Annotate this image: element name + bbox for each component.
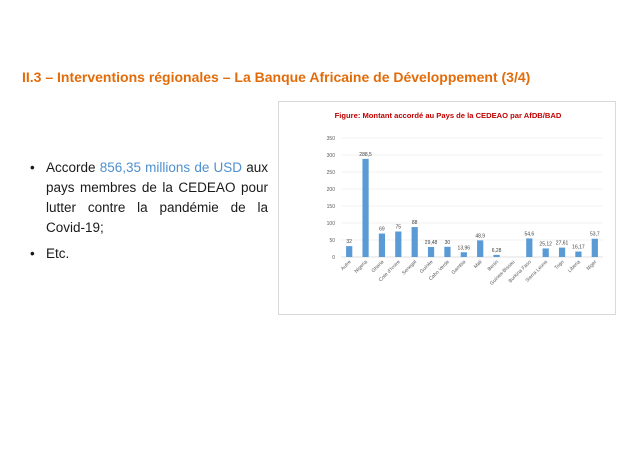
x-tick-label: Autre	[340, 259, 353, 272]
bullet-item-aid-amount: • Accorde 856,35 millions de USD aux pay…	[30, 158, 268, 238]
bar	[362, 158, 369, 257]
bar	[558, 247, 566, 257]
x-tick-label: Gambia	[451, 259, 468, 276]
bar	[542, 248, 549, 257]
bar-chart: Figure: Montant accordé au Pays de la CE…	[327, 111, 603, 287]
bullet-dot: •	[30, 246, 35, 261]
x-tick-label: Niger	[586, 259, 599, 272]
bar	[346, 246, 353, 257]
x-tick-label: Ghana	[370, 259, 385, 274]
bar	[427, 246, 435, 257]
x-tick-label: Togo	[554, 259, 566, 271]
bar	[411, 227, 418, 257]
bullet-text-suffix: aux pays membres de la CEDEAO pour lutte…	[46, 160, 268, 235]
bullet-item-etc: • Etc.	[30, 244, 268, 264]
data-label: 48,9	[475, 233, 485, 239]
bar	[395, 231, 402, 257]
x-tick-label: Liberia	[567, 259, 582, 274]
data-label: 27,61	[556, 241, 569, 247]
data-label: 69	[379, 227, 385, 233]
x-tick-label: Senegal	[401, 259, 418, 276]
data-label: 25,12	[539, 241, 552, 247]
y-tick-label: 200	[327, 187, 336, 193]
data-label: 13,96	[458, 245, 471, 251]
bar	[378, 233, 386, 257]
x-tick-label: Nigeria	[354, 259, 370, 275]
data-label: 29,48	[425, 240, 438, 246]
bar	[575, 251, 582, 257]
y-tick-label: 50	[329, 238, 335, 244]
chart-title: Figure: Montant accordé au Pays de la CE…	[335, 111, 562, 120]
bar	[591, 238, 598, 257]
bar	[526, 238, 533, 257]
y-tick-label: 250	[327, 170, 336, 176]
x-tick-label: Mali	[473, 259, 484, 270]
bullet-highlight-amount: 856,35 millions de USD	[99, 160, 243, 175]
y-tick-label: 0	[332, 255, 335, 261]
bar	[493, 254, 500, 257]
data-label: 32	[346, 239, 352, 245]
bar	[460, 252, 467, 257]
x-tick-label: Benin	[487, 259, 500, 272]
data-label: 288,5	[359, 152, 372, 158]
data-label: 16,17	[572, 245, 585, 251]
bullet-dot: •	[30, 160, 35, 175]
bar	[477, 240, 484, 257]
chart-container: Figure: Montant accordé au Pays de la CE…	[278, 101, 616, 315]
y-tick-label: 100	[327, 221, 336, 227]
bullet-list: • Accorde 856,35 millions de USD aux pay…	[30, 158, 268, 270]
bullet-text-etc: Etc.	[46, 246, 70, 261]
slide-title: II.3 – Interventions régionales – La Ban…	[22, 69, 531, 85]
data-label: 54,6	[524, 231, 534, 237]
y-tick-label: 300	[327, 153, 336, 159]
y-tick-label: 150	[327, 204, 336, 210]
data-label: 75	[396, 225, 402, 231]
bullet-text-prefix: Accorde	[46, 160, 100, 175]
y-tick-label: 350	[327, 136, 336, 142]
data-label: 30	[445, 240, 451, 246]
data-label: 88	[412, 220, 418, 226]
data-label: 6,28	[492, 248, 502, 254]
bar	[444, 246, 451, 257]
data-label: 53,7	[590, 232, 600, 238]
